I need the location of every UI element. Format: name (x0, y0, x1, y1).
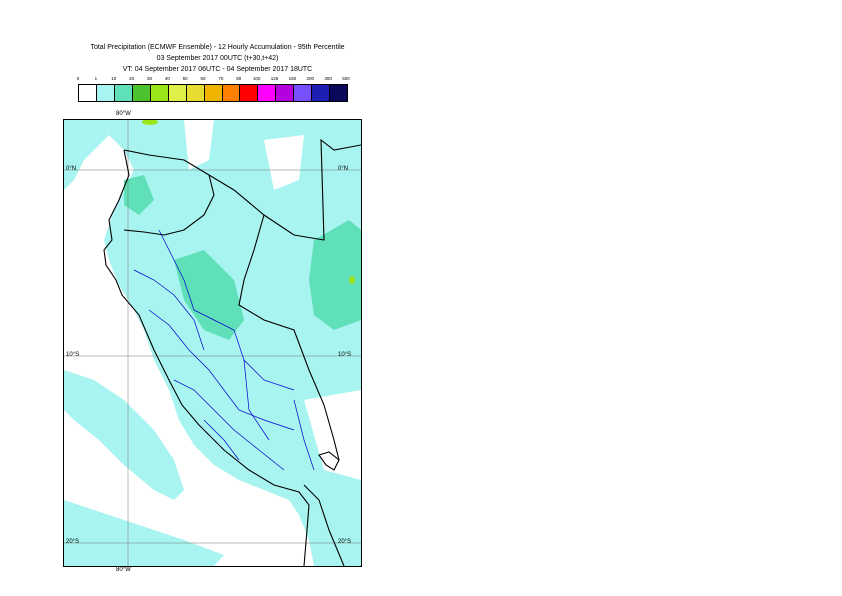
precip-area-main (104, 120, 361, 566)
precip-peak-north (142, 120, 158, 125)
legend-labels: 0 1 10 20 30 40 50 60 70 80 100 125 150 200 300 500 (76, 76, 350, 84)
legend-swatch-0 (79, 85, 97, 101)
dry-patch-1 (184, 120, 214, 170)
lat-label-10s: 10°S (66, 352, 80, 358)
legend-swatch-14 (330, 85, 348, 101)
lat-label-20s-right: 20°S (338, 539, 352, 545)
admin-boundaries (133, 229, 315, 471)
legend-label: 300 (324, 76, 332, 81)
legend-label: 60 (200, 76, 206, 81)
precip-heavy-3 (124, 175, 154, 215)
border-peru-colombia (208, 138, 361, 241)
precip-map[interactable]: 0°N 10°S 20°S 0°N 10°S 20°S (63, 119, 362, 567)
legend-swatch-12 (294, 85, 313, 101)
borders (103, 138, 361, 566)
dry-patch-2 (264, 135, 304, 190)
legend-label: 0 (76, 76, 80, 81)
legend-label: 80 (236, 76, 242, 81)
precip-shading (64, 120, 361, 566)
precip-area-north (64, 120, 109, 190)
legend-swatch-6 (186, 85, 205, 101)
legend-swatch-4 (150, 85, 169, 101)
legend-label: 10 (111, 76, 117, 81)
map-canvas (64, 120, 361, 566)
border-peru-brazil (238, 214, 340, 461)
legend-label: 1 (94, 76, 98, 81)
valid-time: VT: 04 September 2017 06UTC - 04 Septemb… (122, 66, 313, 73)
lon-label-bottom: 80°W (116, 567, 131, 573)
border-chile (303, 484, 345, 566)
legend-label: 70 (218, 76, 224, 81)
border-bolivia (318, 451, 340, 471)
legend-label: 125 (270, 76, 279, 81)
legend-label: 150 (288, 76, 297, 81)
legend-swatch-8 (222, 85, 241, 101)
precip-area-south (64, 500, 224, 566)
precip-heavy-2 (174, 250, 244, 340)
chart-title: Total Precipitation (ECMWF Ensemble) - 1… (90, 44, 345, 51)
coastline (103, 149, 310, 566)
legend-swatch-1 (96, 85, 115, 101)
legend-label: 20 (129, 76, 135, 81)
precip-heavy-1 (309, 220, 361, 330)
legend-swatch-9 (240, 85, 259, 101)
color-legend (78, 84, 348, 102)
graticule (64, 120, 361, 566)
legend-swatch-3 (132, 85, 151, 101)
legend-swatch-13 (312, 85, 331, 101)
precip-area-ocean (64, 370, 184, 500)
legend-label: 500 (342, 76, 350, 81)
lat-label-10s-right: 10°S (338, 352, 352, 358)
legend-label: 50 (182, 76, 188, 81)
legend-swatch-5 (168, 85, 187, 101)
precip-peak (349, 276, 355, 284)
lat-label-0: 0°N (66, 166, 77, 172)
legend-label: 200 (306, 76, 315, 81)
legend-swatch-10 (258, 85, 277, 101)
run-time: 03 September 2017 00UTC (t+30,t+42) (156, 55, 279, 62)
legend-label: 100 (252, 76, 261, 81)
border-ecuador (123, 149, 215, 236)
legend-swatch-11 (276, 85, 295, 101)
legend-label: 30 (146, 76, 152, 81)
legend-label: 40 (164, 76, 170, 81)
lat-label-0-right: 0°N (338, 166, 349, 172)
legend-swatch-7 (204, 85, 223, 101)
legend-swatch-2 (114, 85, 133, 101)
lon-label-top: 80°W (116, 111, 131, 117)
lat-label-20s: 20°S (66, 539, 80, 545)
